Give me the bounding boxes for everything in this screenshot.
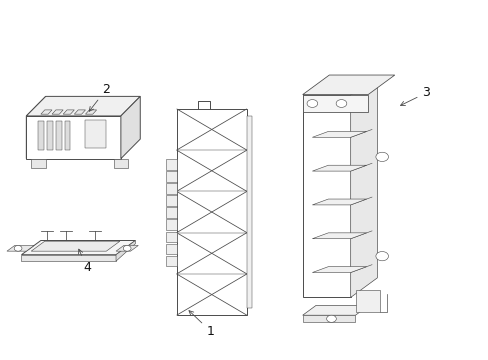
Text: 3: 3	[400, 86, 429, 105]
Polygon shape	[350, 85, 377, 297]
Polygon shape	[26, 116, 121, 159]
Bar	[56, 121, 61, 150]
Polygon shape	[7, 246, 34, 251]
Bar	[165, 244, 176, 255]
Polygon shape	[312, 199, 366, 205]
Bar	[31, 159, 45, 167]
Circle shape	[326, 315, 336, 322]
Polygon shape	[312, 233, 366, 239]
Polygon shape	[116, 240, 135, 261]
Polygon shape	[312, 131, 366, 137]
Polygon shape	[21, 240, 135, 255]
Polygon shape	[31, 241, 120, 251]
Polygon shape	[85, 110, 97, 114]
Polygon shape	[302, 75, 394, 95]
Circle shape	[306, 100, 317, 107]
Bar	[176, 109, 246, 315]
Circle shape	[123, 246, 131, 251]
Polygon shape	[312, 267, 366, 273]
Polygon shape	[302, 315, 355, 322]
Bar	[246, 116, 251, 308]
Circle shape	[375, 152, 387, 162]
Polygon shape	[302, 95, 367, 112]
Bar	[47, 121, 53, 150]
Bar	[165, 195, 176, 206]
Polygon shape	[41, 110, 52, 114]
Bar	[39, 121, 44, 150]
Polygon shape	[121, 96, 140, 159]
Bar	[113, 159, 128, 167]
Polygon shape	[302, 305, 368, 315]
Polygon shape	[26, 96, 140, 116]
Bar	[165, 207, 176, 218]
Bar	[165, 171, 176, 182]
Polygon shape	[52, 110, 63, 114]
Polygon shape	[21, 255, 116, 261]
Circle shape	[375, 252, 387, 261]
Bar	[84, 120, 106, 148]
Circle shape	[335, 100, 346, 107]
Polygon shape	[74, 110, 85, 114]
Bar	[165, 231, 176, 242]
Bar	[165, 159, 176, 170]
Polygon shape	[63, 110, 74, 114]
Text: 1: 1	[188, 311, 214, 338]
Polygon shape	[355, 290, 379, 312]
Polygon shape	[26, 96, 45, 159]
Bar	[64, 121, 70, 150]
Bar	[165, 183, 176, 194]
Text: 2: 2	[89, 83, 110, 111]
Text: 4: 4	[79, 249, 91, 274]
Polygon shape	[312, 165, 366, 171]
Bar	[165, 256, 176, 266]
Circle shape	[14, 246, 22, 251]
Bar	[302, 95, 350, 297]
Bar	[165, 220, 176, 230]
Polygon shape	[116, 246, 138, 251]
